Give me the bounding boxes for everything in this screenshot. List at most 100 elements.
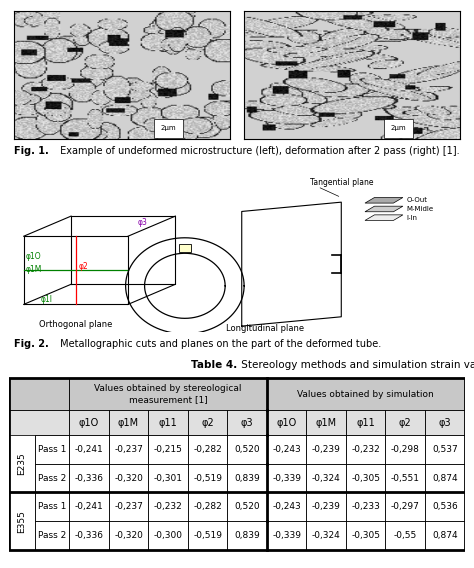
Text: -0,298: -0,298	[391, 445, 419, 454]
Bar	[267, 435, 306, 463]
Bar	[346, 411, 385, 435]
Text: φ1O: φ1O	[79, 417, 99, 428]
Text: Values obtained by simulation: Values obtained by simulation	[297, 390, 434, 399]
Bar	[148, 492, 188, 521]
Bar	[109, 492, 148, 521]
Text: 0,839: 0,839	[234, 474, 260, 483]
Bar	[306, 492, 346, 521]
Text: -0,239: -0,239	[312, 445, 341, 454]
Text: Stereology methods and simulation strain values result.: Stereology methods and simulation strain…	[238, 360, 474, 370]
Bar	[228, 411, 267, 435]
Bar	[385, 411, 425, 435]
Bar	[385, 492, 425, 521]
Bar	[69, 492, 109, 521]
Text: O-Out: O-Out	[406, 197, 427, 203]
Text: E355: E355	[18, 510, 27, 533]
Bar	[385, 411, 425, 435]
Text: -0,305: -0,305	[351, 474, 380, 483]
Text: 0,520: 0,520	[234, 502, 260, 511]
Text: -0,301: -0,301	[154, 474, 182, 483]
Bar	[425, 435, 465, 463]
Text: I-In: I-In	[406, 215, 417, 220]
Text: -0,282: -0,282	[193, 502, 222, 511]
Text: φ1M: φ1M	[118, 417, 139, 428]
Bar	[385, 521, 425, 550]
Bar	[346, 411, 385, 435]
Text: -0,239: -0,239	[312, 502, 341, 511]
Bar	[109, 411, 148, 435]
Text: φ2: φ2	[201, 417, 214, 428]
Bar	[109, 521, 148, 550]
Text: Tangential plane: Tangential plane	[310, 178, 374, 187]
Bar	[306, 411, 346, 435]
Bar	[109, 411, 148, 435]
Bar	[9, 435, 35, 492]
Bar	[425, 411, 465, 435]
Bar	[385, 435, 425, 463]
Bar	[228, 492, 267, 521]
Bar	[35, 463, 69, 492]
Bar	[306, 463, 346, 492]
Text: -0,305: -0,305	[351, 531, 380, 540]
Text: 0,520: 0,520	[234, 445, 260, 454]
Bar	[35, 435, 69, 463]
Text: Pass 1: Pass 1	[38, 445, 66, 454]
Bar	[148, 463, 188, 492]
Bar	[188, 411, 228, 435]
Text: φ11: φ11	[356, 417, 375, 428]
Text: -0,339: -0,339	[272, 474, 301, 483]
Bar	[35, 521, 69, 550]
Bar	[306, 435, 346, 463]
Text: -0,336: -0,336	[74, 474, 103, 483]
Text: 0,839: 0,839	[234, 531, 260, 540]
Bar	[69, 463, 109, 492]
Bar	[69, 378, 267, 411]
Text: φ1I: φ1I	[40, 295, 52, 304]
Bar	[267, 378, 465, 411]
Bar	[188, 521, 228, 550]
Bar	[306, 411, 346, 435]
Bar	[346, 435, 385, 463]
Text: M-Midle: M-Midle	[406, 206, 433, 212]
Text: -0,243: -0,243	[272, 445, 301, 454]
Text: Longitudinal plane: Longitudinal plane	[227, 324, 304, 333]
Text: φ1O: φ1O	[276, 417, 297, 428]
Bar	[148, 521, 188, 550]
Polygon shape	[365, 206, 403, 212]
Text: -0,320: -0,320	[114, 531, 143, 540]
Text: -0,519: -0,519	[193, 531, 222, 540]
Bar	[346, 521, 385, 550]
Text: -0,233: -0,233	[351, 502, 380, 511]
Text: Values obtained by stereological
measurement [1]: Values obtained by stereological measure…	[94, 385, 242, 404]
Bar	[109, 463, 148, 492]
Bar	[69, 378, 267, 411]
Bar	[425, 492, 465, 521]
Bar	[148, 411, 188, 435]
Text: -0,243: -0,243	[272, 502, 301, 511]
Bar	[109, 435, 148, 463]
Text: φ3: φ3	[137, 218, 147, 227]
Text: -0,324: -0,324	[312, 531, 340, 540]
Text: φ11: φ11	[159, 417, 177, 428]
Bar	[148, 435, 188, 463]
Bar	[9, 411, 69, 435]
Bar	[9, 411, 69, 435]
Text: -0,237: -0,237	[114, 502, 143, 511]
Bar	[69, 411, 109, 435]
Bar	[69, 521, 109, 550]
Text: -0,519: -0,519	[193, 474, 222, 483]
Text: Pass 2: Pass 2	[38, 531, 66, 540]
Bar	[267, 378, 465, 411]
Bar	[188, 463, 228, 492]
Bar	[188, 492, 228, 521]
Bar	[179, 244, 191, 252]
Bar	[346, 492, 385, 521]
Text: -0,324: -0,324	[312, 474, 340, 483]
Bar	[69, 435, 109, 463]
Text: -0,282: -0,282	[193, 445, 222, 454]
Text: φ3: φ3	[438, 417, 451, 428]
Text: Example of undeformed microstructure (left), deformation after 2 pass (right) [1: Example of undeformed microstructure (le…	[57, 145, 459, 156]
Text: 0,874: 0,874	[432, 474, 457, 483]
Bar	[188, 435, 228, 463]
Text: Metallographic cuts and planes on the part of the deformed tube.: Metallographic cuts and planes on the pa…	[57, 339, 381, 349]
